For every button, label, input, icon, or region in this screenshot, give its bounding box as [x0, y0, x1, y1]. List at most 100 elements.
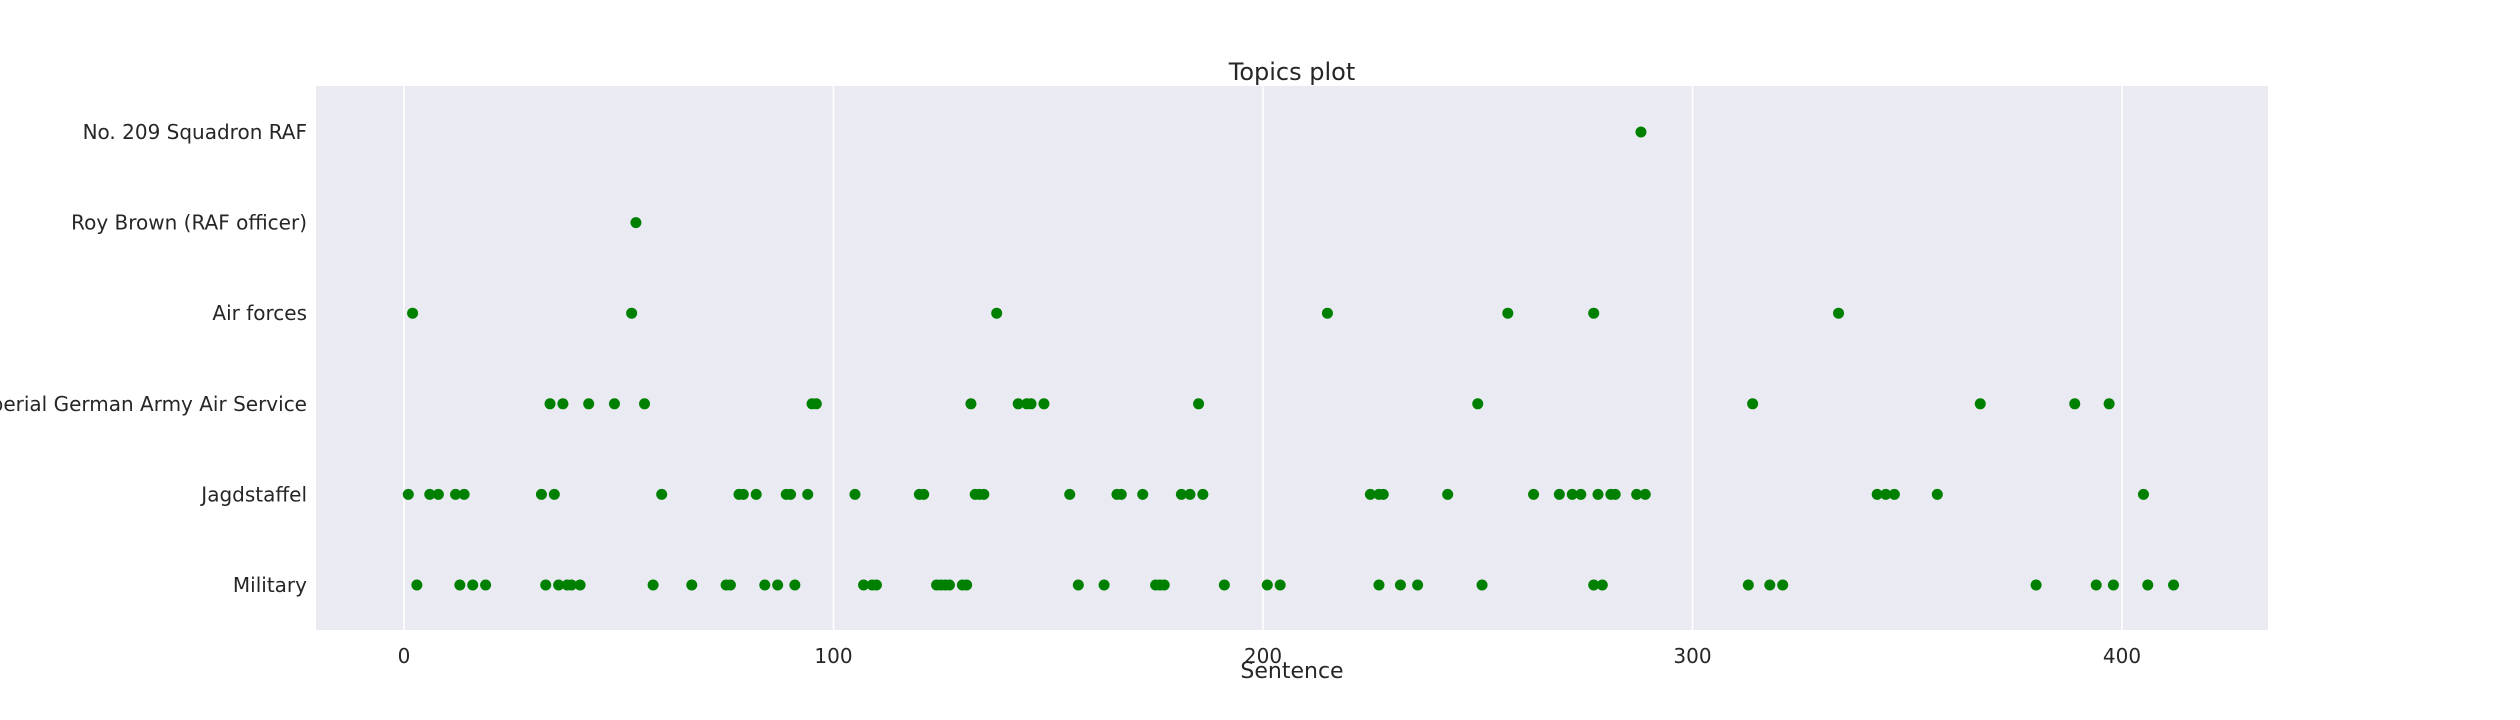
- data-point: [1064, 488, 1076, 500]
- data-point: [1137, 488, 1149, 500]
- data-point: [1635, 126, 1647, 138]
- data-point: [1588, 307, 1600, 319]
- data-point: [424, 488, 436, 500]
- data-point: [1012, 398, 1024, 410]
- data-point: [759, 579, 771, 591]
- data-point: [789, 579, 801, 591]
- data-point: [1218, 579, 1230, 591]
- data-point: [1321, 307, 1333, 319]
- x-gridlines: [403, 86, 2123, 630]
- data-point: [1764, 579, 1776, 591]
- data-point: [2137, 488, 2149, 500]
- x-tick-labels: 0 100 200 300 400: [398, 644, 2141, 668]
- data-point: [407, 307, 419, 319]
- data-point: [548, 488, 560, 500]
- y-tick-label: No. 209 Squadron RAF: [83, 120, 307, 144]
- data-point: [1373, 579, 1385, 591]
- data-point: [1880, 488, 1892, 500]
- data-point: [2103, 398, 2115, 410]
- data-point: [785, 488, 797, 500]
- data-point: [1476, 579, 1488, 591]
- data-point: [1184, 488, 1196, 500]
- data-point: [1566, 488, 1578, 500]
- data-point: [1596, 579, 1608, 591]
- y-tick-labels: Military Jagdstaffel Imperial German Army …: [0, 120, 307, 597]
- data-point: [724, 579, 736, 591]
- data-point: [1274, 579, 1286, 591]
- data-point: [1747, 398, 1759, 410]
- data-point: [639, 398, 651, 410]
- data-point: [1412, 579, 1424, 591]
- data-point: [991, 307, 1003, 319]
- data-point: [1553, 488, 1565, 500]
- data-point: [943, 579, 955, 591]
- data-point: [540, 579, 552, 591]
- data-point: [1394, 579, 1406, 591]
- data-point: [1575, 488, 1587, 500]
- data-point: [1197, 488, 1209, 500]
- data-point: [566, 579, 578, 591]
- plot-area: [316, 86, 2268, 630]
- chart-title: Topics plot: [1228, 58, 1356, 86]
- data-point: [1072, 579, 1084, 591]
- data-point: [2069, 398, 2081, 410]
- data-point: [849, 488, 861, 500]
- x-axis-label: Sentence: [1240, 659, 1343, 684]
- x-tick-label: 400: [2103, 644, 2141, 668]
- data-point: [557, 398, 569, 410]
- data-point: [630, 217, 642, 229]
- y-tick-label: Roy Brown (RAF officer): [71, 211, 307, 235]
- x-tick-label: 200: [1244, 644, 1282, 668]
- x-tick-label: 300: [1673, 644, 1711, 668]
- data-point: [1115, 488, 1127, 500]
- data-point: [772, 579, 784, 591]
- data-point: [1377, 488, 1389, 500]
- data-point: [1025, 398, 1037, 410]
- data-point: [583, 398, 595, 410]
- y-tick-label: Jagdstaffel: [199, 482, 307, 506]
- data-point: [1777, 579, 1789, 591]
- x-tick-label: 100: [814, 644, 852, 668]
- data-point: [480, 579, 492, 591]
- data-points: [402, 126, 2180, 591]
- data-point: [1974, 398, 1986, 410]
- data-point: [647, 579, 659, 591]
- data-point: [1528, 488, 1540, 500]
- data-point: [978, 488, 990, 500]
- data-point: [432, 488, 444, 500]
- data-point: [458, 488, 470, 500]
- data-point: [1871, 488, 1883, 500]
- data-point: [1098, 579, 1110, 591]
- data-point: [1639, 488, 1651, 500]
- data-point: [544, 398, 556, 410]
- data-point: [1502, 307, 1514, 319]
- data-point: [858, 579, 870, 591]
- data-point: [1261, 579, 1273, 591]
- data-point: [750, 488, 762, 500]
- data-point: [961, 579, 973, 591]
- data-point: [402, 488, 414, 500]
- data-point: [656, 488, 668, 500]
- data-point: [1442, 488, 1454, 500]
- data-point: [535, 488, 547, 500]
- data-point: [608, 398, 620, 410]
- data-point: [810, 398, 822, 410]
- x-tick-label: 0: [398, 644, 411, 668]
- data-point: [1158, 579, 1170, 591]
- data-point: [2107, 579, 2119, 591]
- data-point: [918, 488, 930, 500]
- data-point: [1472, 398, 1484, 410]
- data-point: [737, 488, 749, 500]
- data-point: [467, 579, 479, 591]
- data-point: [1742, 579, 1754, 591]
- data-point: [2030, 579, 2042, 591]
- y-tick-label: Imperial German Army Air Service: [0, 392, 307, 416]
- y-tick-label: Military: [233, 573, 307, 597]
- data-point: [1631, 488, 1643, 500]
- data-point: [1931, 488, 1943, 500]
- data-point: [686, 579, 698, 591]
- data-point: [1038, 398, 1050, 410]
- y-tick-label: Air forces: [212, 301, 307, 325]
- data-point: [450, 488, 462, 500]
